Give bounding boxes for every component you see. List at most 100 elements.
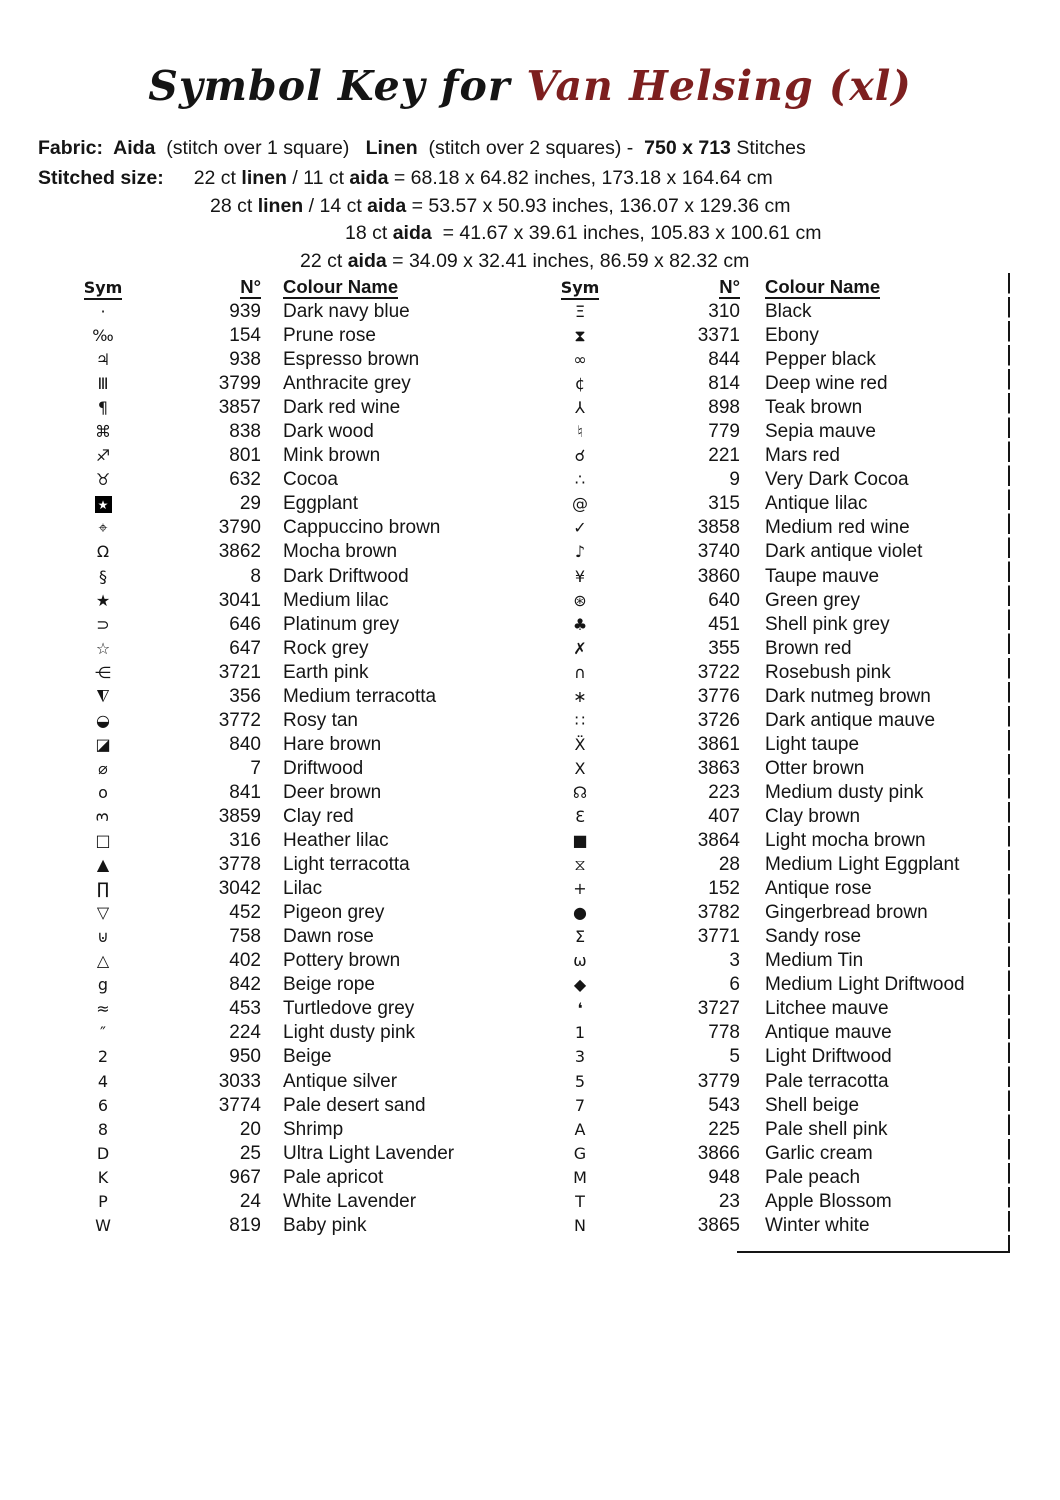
table-row: G 3866 Garlic cream [550,1142,1010,1166]
colour-name-cell: Winter white [765,1214,870,1236]
symbol-glyph: ✓ [573,518,587,538]
table-row: ■ 3864 Light mocha brown [550,829,1010,853]
number-cell: 948 [708,1166,740,1188]
colour-name-cell: Pale shell pink [765,1118,888,1140]
number-cell: 3727 [697,998,740,1020]
colour-name-cell: Antique rose [765,878,872,900]
text-segment: = 41.67 x 39.61 inches, 105.83 x 100.61 … [431,222,822,245]
colour-name-cell: Antique silver [283,1070,398,1092]
symbol-cell: Ⅲ [73,372,133,396]
symbol-cell: W [73,1214,133,1238]
symbol-glyph: 4 [97,1071,109,1091]
symbol-cell: 8 [73,1118,133,1142]
number-cell: 758 [229,926,261,948]
symbol-glyph: Σ [574,927,586,947]
symbol-glyph: ♃ [95,350,111,370]
symbol-glyph: + [573,879,587,899]
table-row: Ẍ 3861 Light taupe [550,733,1010,757]
header-colour-name: Colour Name [765,276,881,299]
number-cell: 3 [729,950,740,972]
colour-name-cell: Antique mauve [765,1022,892,1044]
symbol-glyph: ▲ [96,855,110,875]
colour-name-cell: Light terracotta [283,854,410,876]
number-cell: 3371 [697,325,740,347]
symbol-glyph: ✗ [573,638,587,658]
number-cell: 452 [229,902,261,924]
colour-name-cell: Baby pink [283,1214,367,1236]
number-cell: 646 [229,613,261,635]
colour-name-cell: Pottery brown [283,950,401,972]
table-bottom-border [737,1251,1010,1253]
table-row: ⋲ 3721 Earth pink [73,661,513,685]
symbol-glyph: 3 [574,1047,586,1067]
table-row: ♮ 779 Sepia mauve [550,420,1010,444]
symbol-glyph: X [574,758,586,778]
symbol-cell: Ξ [550,300,610,324]
table-row: ⅄ 898 Teak brown [550,396,1010,420]
symbol-cell: ★ [73,492,133,516]
table-row: ¥3860 Taupe mauve [550,565,1010,589]
symbol-glyph: Ẍ [574,734,586,754]
colour-name-cell: Heather lilac [283,830,389,852]
table-row: ✗ 355 Brown red [550,637,1010,661]
table-row: ∞ 844 Pepper black [550,348,1010,372]
symbol-glyph: g [97,975,109,995]
number-cell: 3799 [218,373,261,395]
number-cell: 838 [229,421,261,443]
table-row: D 25 Ultra Light Lavender [73,1142,513,1166]
table-row: § 8 Dark Driftwood [73,565,513,589]
colour-name-cell: Medium Light Driftwood [765,974,965,996]
symbol-glyph: ⧖ [574,855,586,875]
number-cell: 778 [708,1022,740,1044]
colour-name-cell: Medium lilac [283,589,389,611]
page-title-subject: Van Helsing (xl) [526,62,912,110]
symbol-cell: 5 [550,1070,610,1094]
number-cell: 3778 [218,854,261,876]
table-row: △ 402 Pottery brown [73,949,513,973]
symbol-glyph: ″ [100,1023,106,1043]
symbol-cell: ¶ [73,396,133,420]
colour-name-cell: Litchee mauve [765,998,889,1020]
text-segment: = 68.18 x 64.82 inches, 173.18 x 164.64 … [388,167,773,189]
table-row: ♐ 801 Mink brown [73,444,513,468]
symbol-cell: ‰ [73,324,133,348]
number-cell: 24 [239,1190,261,1212]
number-cell: 224 [229,1022,261,1044]
number-cell: 3774 [218,1094,261,1116]
number-cell: 7 [250,757,261,779]
number-cell: 310 [708,301,740,323]
table-row: ☌ 221 Mars red [550,444,1010,468]
number-cell: 647 [229,637,261,659]
text-segment: 18 ct [345,222,393,245]
colour-name-cell: Dark Driftwood [283,565,409,587]
table-row: ⊃ 646 Platinum grey [73,613,513,637]
table-row: ◪ 840 Hare brown [73,733,513,757]
number-cell: 3779 [697,1070,740,1092]
symbol-glyph: @ [572,494,588,514]
symbol-glyph: ∞ [573,350,587,370]
symbol-cell: □ [73,829,133,853]
table-row: Ⅲ 3799 Anthracite grey [73,372,513,396]
table-row: P 24 White Lavender [73,1190,513,1214]
text-segment: linen [257,194,304,217]
symbol-cell: ◆ [550,973,610,997]
number-cell: 316 [229,830,261,852]
symbol-glyph: ⊛ [573,590,587,610]
number-cell: 20 [239,1118,261,1140]
symbol-glyph: ❛ [577,999,583,1019]
stitched-size-block: Stitched size: 22 ct linen / 11 ct aida =… [38,165,821,275]
symbol-glyph: 2 [97,1047,109,1067]
table-row: g 842 Beige rope [73,973,513,997]
symbol-glyph: ω [573,951,587,971]
symbol-cell: ⌖ [73,516,133,540]
stitched-size-label: Stitched size: [38,167,164,189]
colour-name-cell: Light mocha brown [765,830,926,852]
table-row: ★ 3041 Medium lilac [73,589,513,613]
symbol-cell: G [550,1142,610,1166]
number-cell: 898 [708,397,740,419]
colour-name-cell: Taupe mauve [765,565,880,587]
table-row: 7 543 Shell beige [550,1094,1010,1118]
table-row: Ξ 310 Black [550,300,1010,324]
symbol-glyph: Ξ [574,302,586,322]
number-cell: 3740 [697,541,740,563]
